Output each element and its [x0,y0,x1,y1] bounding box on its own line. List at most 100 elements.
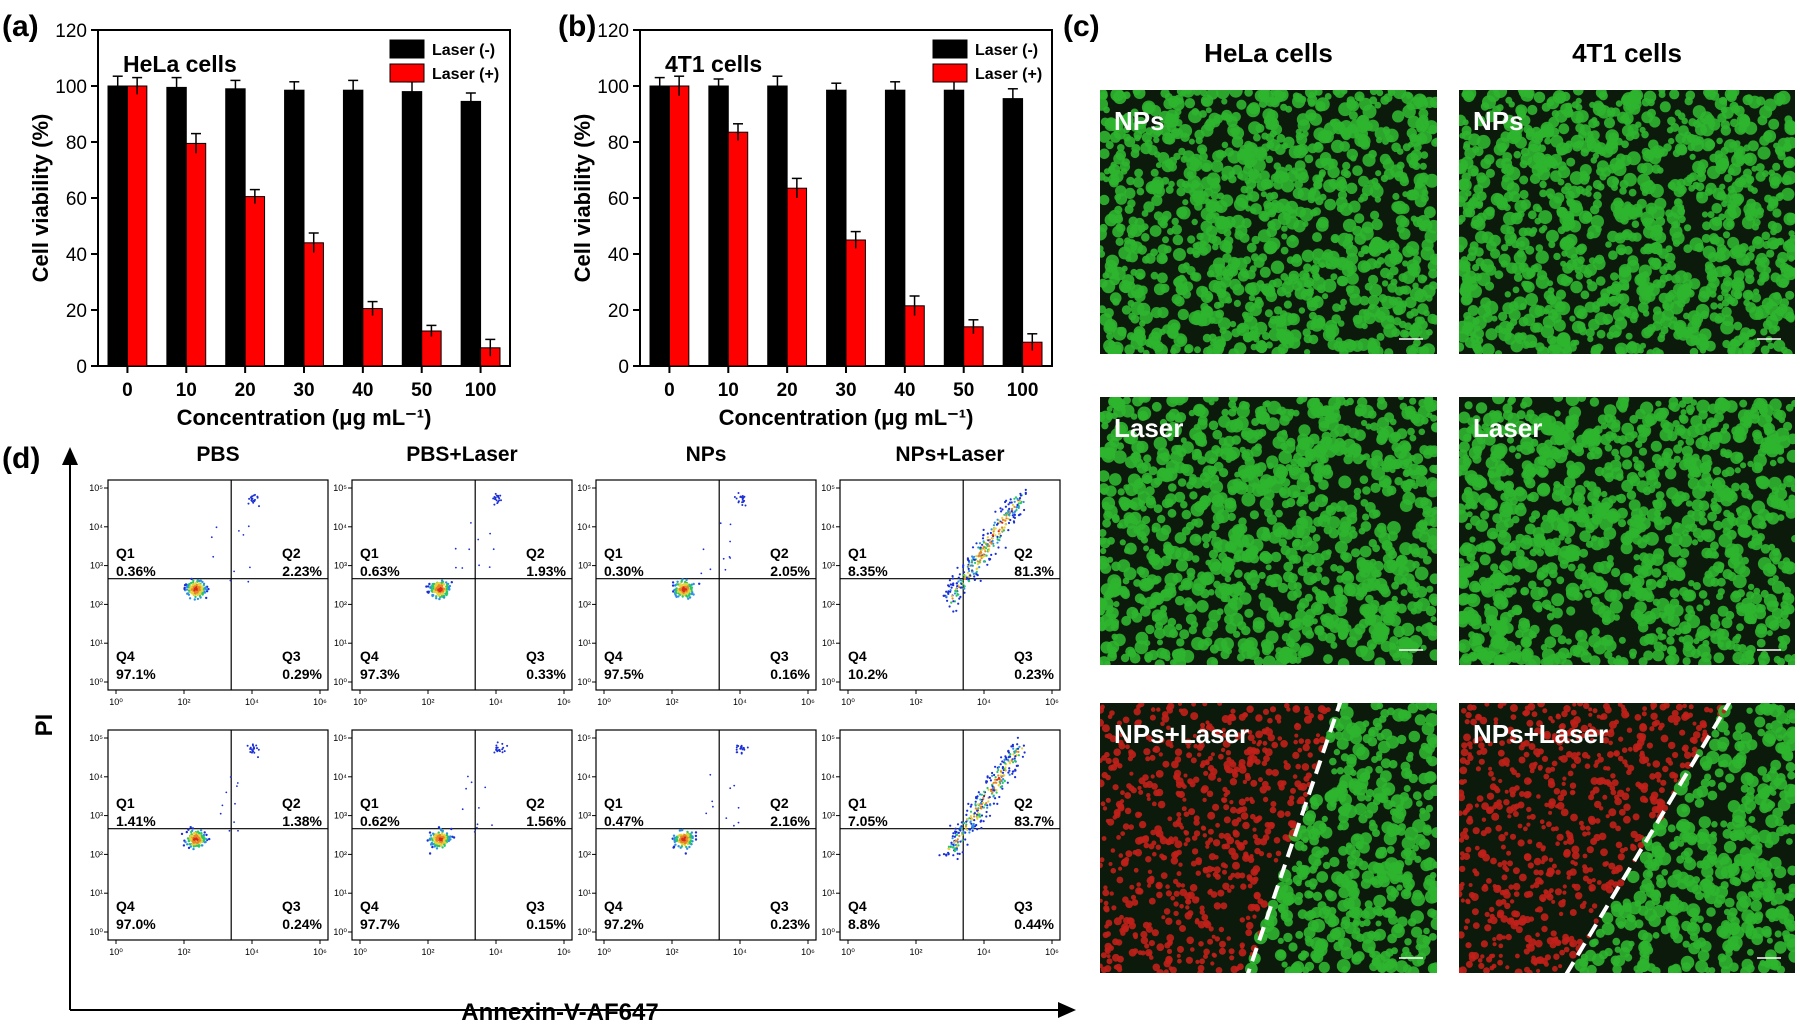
cell [1308,398,1319,408]
cell [1743,612,1755,624]
cell [1562,262,1574,274]
cell [1415,475,1428,487]
cell [1105,485,1117,497]
cell [1667,116,1676,126]
cell [1228,408,1237,417]
cell [1365,594,1374,604]
cell [1133,90,1146,99]
cell [1298,738,1305,744]
cell [1305,608,1316,619]
cell [1159,418,1168,427]
cell [1558,123,1570,135]
cell [1157,447,1170,460]
cell [1563,476,1576,489]
cell [1210,961,1215,966]
cell [1706,547,1717,559]
cell [1409,410,1420,422]
cell [1696,625,1711,640]
cell [1126,176,1135,186]
y-tick-label: 0 [76,357,87,378]
cell [1717,303,1724,310]
cell [1423,927,1430,935]
cell [1316,284,1326,294]
cell [1459,655,1472,665]
cell [1605,241,1612,248]
cell [1787,255,1795,262]
cell [1469,653,1477,660]
cell [1589,432,1602,446]
cell [1545,229,1559,243]
cell [1791,535,1795,543]
cell [1276,719,1282,724]
cell [1345,285,1355,294]
cell [1157,217,1167,227]
cell [1415,117,1430,131]
cell [1410,149,1422,162]
cell [1232,861,1240,870]
cell [1127,289,1137,299]
cell [1538,210,1553,225]
cell [1529,340,1537,348]
cell [1489,531,1498,540]
cell [1204,198,1212,206]
cell [1231,435,1241,445]
cell [1360,121,1370,132]
cell [1765,512,1774,522]
cell [1349,443,1362,456]
cell [1175,559,1189,572]
cell [1727,571,1737,582]
cell [1612,288,1619,295]
cell [1649,183,1664,198]
cell [1346,636,1358,648]
cell [1604,444,1613,452]
cell [1121,158,1131,167]
cell [1145,756,1151,762]
cell [1124,187,1136,199]
cell [1465,279,1478,291]
cell [1193,90,1201,96]
cell [1545,547,1555,557]
cell [1725,400,1738,413]
cell [1721,306,1732,318]
cell [1755,171,1766,182]
cell [1127,251,1138,263]
cell [1325,417,1339,431]
cell [1115,185,1127,197]
cell [1295,610,1308,622]
cell [1134,134,1141,142]
cell [1397,397,1405,401]
cell [1213,902,1222,910]
cell [1325,632,1336,644]
cell [1530,322,1541,333]
cell [1206,270,1215,278]
cell [1389,642,1396,650]
cell [1615,244,1627,256]
cell [1359,97,1373,111]
cell [1634,592,1642,600]
cell [1752,429,1762,440]
cell [1154,659,1165,665]
cell [1421,343,1436,354]
x-tick-label: 30 [293,380,314,401]
cell [1429,649,1437,661]
cell [1498,311,1508,322]
cell [1150,478,1161,488]
cell [1310,463,1323,476]
cell [1340,298,1347,306]
cell [1609,459,1622,472]
cell [1259,266,1271,278]
cell [1367,119,1379,132]
cell [1514,200,1528,213]
cell [1290,787,1296,794]
cell [1732,244,1747,258]
cell [1109,473,1122,486]
cell [1697,535,1704,543]
cell [1641,147,1651,157]
bar [362,308,383,367]
cell [1336,205,1344,213]
cell [1737,177,1747,186]
cell [1128,511,1142,525]
cell [1564,210,1575,221]
cell [1714,315,1723,324]
